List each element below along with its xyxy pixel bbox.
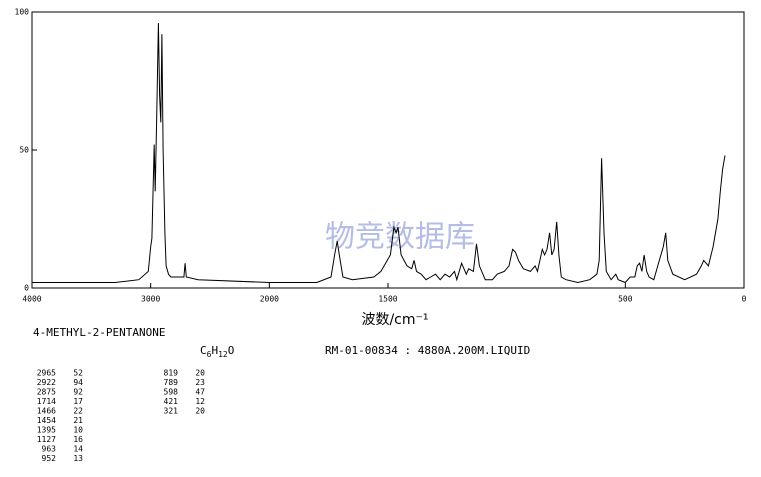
- peak-intensity: 12: [195, 397, 205, 406]
- peak-wavenumber: 421: [164, 397, 179, 406]
- x-axis-label: 波数/cm⁻¹: [361, 312, 428, 328]
- peak-intensity: 14: [73, 445, 83, 454]
- peak-wavenumber: 1395: [37, 426, 56, 435]
- peak-wavenumber: 952: [42, 454, 57, 463]
- peak-intensity: 94: [73, 378, 83, 387]
- peak-wavenumber: 2922: [37, 378, 56, 387]
- peak-intensity: 22: [73, 407, 83, 416]
- x-tick-label: 4000: [22, 295, 41, 304]
- x-tick-label: 1500: [378, 295, 397, 304]
- y-tick-label: 0: [24, 284, 29, 293]
- peak-intensity: 10: [73, 426, 83, 435]
- peak-intensity: 16: [73, 435, 83, 444]
- peak-wavenumber: 1127: [37, 435, 56, 444]
- peak-intensity: 92: [73, 388, 83, 397]
- peak-intensity: 13: [73, 454, 83, 463]
- reference: RM-01-00834 : 4880A.200M.LIQUID: [325, 344, 530, 357]
- x-tick-label: 2000: [260, 295, 279, 304]
- peak-intensity: 52: [73, 369, 83, 378]
- peak-wavenumber: 321: [164, 407, 179, 416]
- peak-wavenumber: 1454: [37, 416, 56, 425]
- x-tick-label: 0: [742, 295, 747, 304]
- peak-wavenumber: 789: [164, 378, 179, 387]
- peak-intensity: 23: [195, 378, 205, 387]
- peak-wavenumber: 819: [164, 369, 179, 378]
- peak-wavenumber: 598: [164, 388, 179, 397]
- peak-wavenumber: 2965: [37, 369, 56, 378]
- x-tick-label: 500: [618, 295, 633, 304]
- compound-name: 4-METHYL-2-PENTANONE: [33, 326, 165, 339]
- peak-intensity: 47: [195, 388, 205, 397]
- peak-intensity: 17: [73, 397, 83, 406]
- peak-intensity: 21: [73, 416, 83, 425]
- peak-wavenumber: 1466: [37, 407, 56, 416]
- peak-intensity: 20: [195, 369, 205, 378]
- peak-intensity: 20: [195, 407, 205, 416]
- spectrum-line: [32, 22, 726, 284]
- peak-wavenumber: 1714: [37, 397, 56, 406]
- y-tick-label: 100: [15, 8, 30, 17]
- y-tick-label: 50: [19, 146, 29, 155]
- formula: C6H12O: [200, 344, 234, 359]
- peak-wavenumber: 2875: [37, 388, 56, 397]
- peak-wavenumber: 963: [42, 445, 57, 454]
- x-tick-label: 3000: [141, 295, 160, 304]
